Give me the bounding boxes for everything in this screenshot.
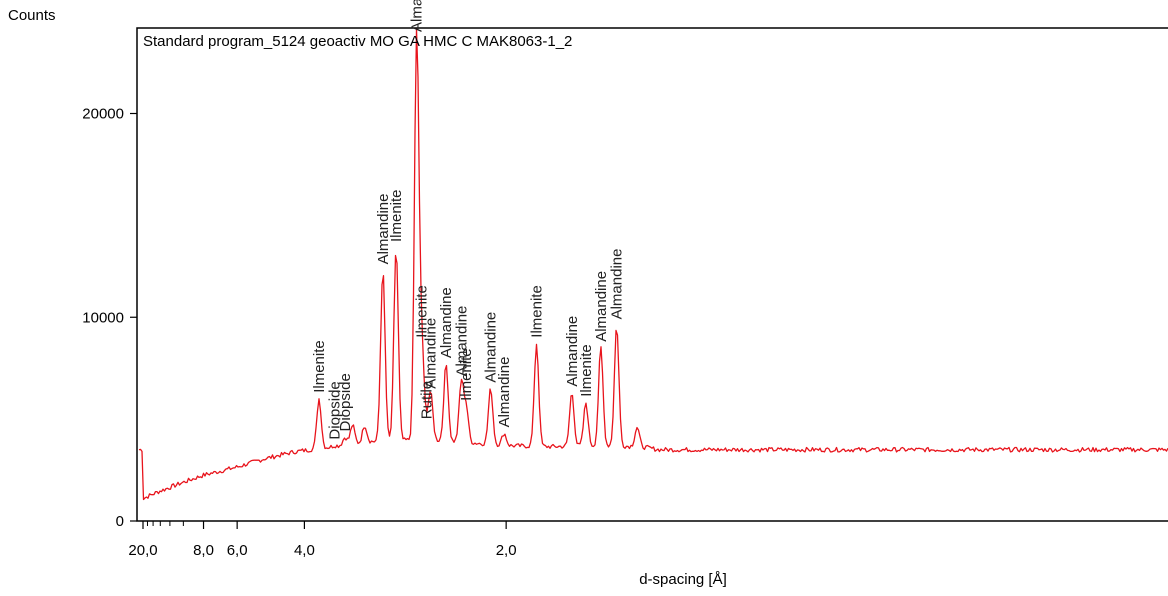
peak-label-layer: IlmeniteDiopsideDiopsideAlmandineIlmenit… [311, 0, 626, 440]
y-tick-label: 0 [116, 513, 124, 530]
spectrum-line [138, 28, 1168, 501]
peak-label: Ilmenite [414, 285, 431, 338]
peak-label: Ilmenite [458, 348, 475, 401]
peak-label: Diopside [337, 373, 354, 431]
peak-label: Ilmenite [529, 285, 546, 338]
axes: 0 10000 20000 20,0 8,0 6,0 4,0 2,0 [82, 106, 516, 560]
y-axis-title: Counts [8, 7, 56, 24]
spectrum-layer [138, 28, 1168, 501]
peak-label: Almandine [564, 316, 581, 387]
chart-title: Standard program_5124 geoactiv MO GA HMC… [143, 33, 572, 50]
peak-label: Almandine [593, 271, 610, 342]
x-tick-label: 2,0 [496, 542, 517, 559]
peak-label: Rutile [419, 381, 436, 419]
peak-label: Almandine [375, 194, 392, 265]
x-tick-label: 8,0 [193, 542, 214, 559]
peak-label: Almandine [483, 312, 500, 383]
peak-label: Almandine [453, 306, 470, 377]
peak-label: Almandine [423, 318, 440, 389]
peak-label: Almandine [496, 357, 513, 428]
y-tick-label: 20000 [82, 106, 124, 123]
plot-frame [136, 27, 1168, 522]
peak-label: Diopside [327, 381, 344, 439]
peak-label: Ilmenite [311, 340, 328, 393]
peak-label: Almandine [609, 249, 626, 320]
x-axis-title: d-spacing [Å] [639, 571, 727, 588]
x-tick-label: 6,0 [227, 542, 248, 559]
peak-label: Ilmenite [578, 344, 595, 397]
x-tick-label: 4,0 [294, 542, 315, 559]
plot-area [136, 27, 1168, 522]
peak-label: Almandine [409, 0, 426, 32]
y-tick-label: 10000 [82, 309, 124, 326]
peak-label: Ilmenite [388, 189, 405, 242]
peak-label: Almandine [438, 287, 455, 358]
x-tick-label: 20,0 [128, 542, 157, 559]
